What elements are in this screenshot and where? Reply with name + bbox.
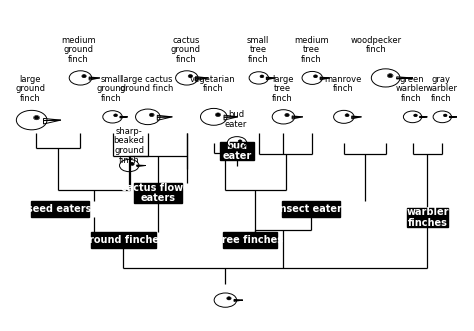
Text: medium
ground
finch: medium ground finch (61, 36, 95, 64)
Circle shape (444, 115, 447, 116)
Text: bud
eater: bud eater (225, 110, 247, 129)
Text: large
ground
finch: large ground finch (15, 75, 46, 103)
Circle shape (114, 115, 117, 116)
Circle shape (131, 163, 134, 165)
Text: green
warbler
finch: green warbler finch (396, 75, 428, 103)
Circle shape (82, 75, 85, 77)
Circle shape (150, 114, 153, 116)
Text: tree finches: tree finches (217, 235, 283, 245)
FancyBboxPatch shape (283, 201, 340, 217)
FancyBboxPatch shape (30, 201, 89, 217)
Circle shape (346, 115, 348, 116)
Text: large cactus
ground finch: large cactus ground finch (120, 75, 173, 93)
Text: manrove
finch: manrove finch (324, 75, 362, 93)
Text: bud
eater: bud eater (222, 140, 252, 161)
Circle shape (389, 74, 392, 77)
Circle shape (414, 115, 417, 116)
FancyBboxPatch shape (223, 232, 277, 248)
Text: small
tree
finch: small tree finch (246, 36, 269, 64)
Text: cactus flower
eaters: cactus flower eaters (121, 183, 195, 204)
Circle shape (286, 114, 288, 116)
Circle shape (35, 117, 38, 119)
Text: woodpecker
finch: woodpecker finch (351, 36, 402, 54)
Circle shape (228, 298, 230, 299)
Text: large
tree
finch: large tree finch (272, 75, 293, 103)
Text: vegetarian
finch: vegetarian finch (190, 75, 236, 93)
Text: medium
tree
finch: medium tree finch (294, 36, 328, 64)
FancyBboxPatch shape (134, 183, 182, 203)
FancyBboxPatch shape (91, 232, 155, 248)
Text: gray
warbler
finch: gray warbler finch (425, 75, 457, 103)
Text: ground finches: ground finches (82, 235, 164, 245)
Text: small
ground
finch: small ground finch (97, 75, 127, 103)
Circle shape (314, 75, 317, 77)
Text: insect eaters: insect eaters (275, 204, 347, 214)
Text: seed eaters: seed eaters (27, 204, 92, 214)
Circle shape (261, 75, 263, 77)
FancyBboxPatch shape (407, 208, 448, 227)
Text: warbler
finches: warbler finches (406, 207, 449, 228)
Circle shape (217, 114, 219, 116)
FancyBboxPatch shape (219, 142, 255, 160)
Text: sharp-
beaked
ground
finch: sharp- beaked ground finch (114, 126, 145, 165)
Circle shape (189, 75, 192, 77)
Text: cactus
ground
finch: cactus ground finch (171, 36, 201, 64)
Circle shape (239, 140, 241, 142)
